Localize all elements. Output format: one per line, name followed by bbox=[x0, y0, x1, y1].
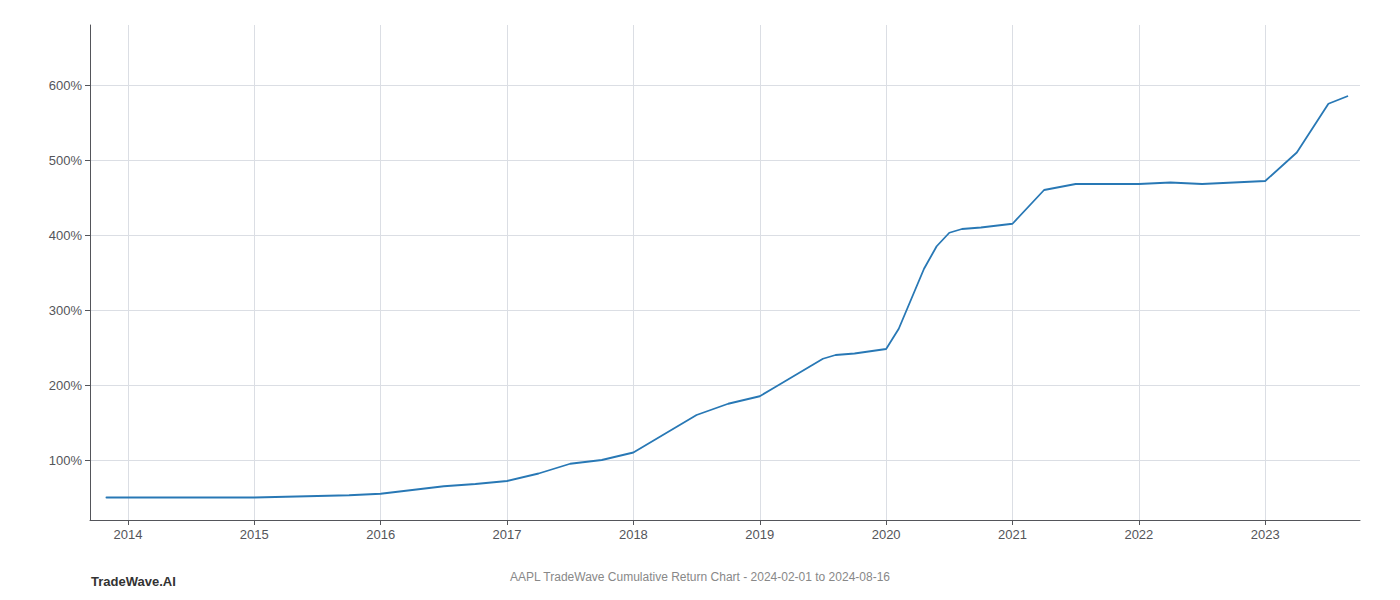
svg-text:2017: 2017 bbox=[493, 527, 522, 542]
svg-text:100%: 100% bbox=[49, 453, 83, 468]
svg-text:2014: 2014 bbox=[113, 527, 142, 542]
svg-text:AAPL TradeWave Cumulative Retu: AAPL TradeWave Cumulative Return Chart -… bbox=[510, 570, 890, 584]
svg-text:500%: 500% bbox=[49, 153, 83, 168]
svg-text:200%: 200% bbox=[49, 378, 83, 393]
svg-text:2019: 2019 bbox=[745, 527, 774, 542]
svg-text:2022: 2022 bbox=[1124, 527, 1153, 542]
svg-text:2023: 2023 bbox=[1251, 527, 1280, 542]
svg-text:2015: 2015 bbox=[240, 527, 269, 542]
svg-text:TradeWave.AI: TradeWave.AI bbox=[91, 574, 176, 589]
svg-text:600%: 600% bbox=[49, 78, 83, 93]
svg-text:300%: 300% bbox=[49, 303, 83, 318]
svg-text:400%: 400% bbox=[49, 228, 83, 243]
svg-text:2020: 2020 bbox=[872, 527, 901, 542]
svg-text:2021: 2021 bbox=[998, 527, 1027, 542]
svg-text:2016: 2016 bbox=[366, 527, 395, 542]
svg-text:2018: 2018 bbox=[619, 527, 648, 542]
